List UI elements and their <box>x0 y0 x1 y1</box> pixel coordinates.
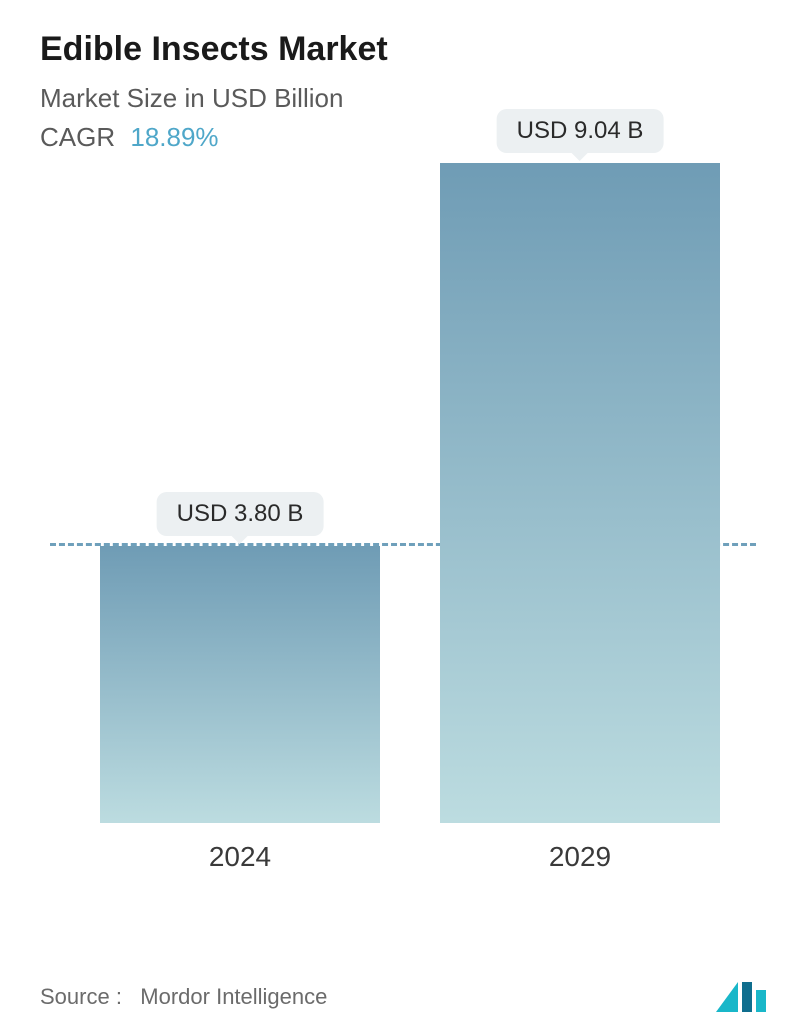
x-label-2024: 2024 <box>100 841 380 873</box>
logo-bar2-icon <box>756 990 766 1012</box>
x-axis-labels: 2024 2029 <box>50 833 756 883</box>
logo-bar1-icon <box>742 982 752 1012</box>
x-label-2029: 2029 <box>440 841 720 873</box>
chart-title: Edible Insects Market <box>40 30 766 69</box>
footer: Source : Mordor Intelligence <box>40 982 766 1012</box>
value-bubble-2024: USD 3.80 B <box>157 492 324 536</box>
bar-2029: USD 9.04 B <box>440 163 720 823</box>
plot-region: USD 3.80 B USD 9.04 B <box>50 163 756 823</box>
logo-triangle-icon <box>716 982 738 1012</box>
cagr-value: 18.89% <box>130 122 218 152</box>
source-text: Source : Mordor Intelligence <box>40 984 327 1010</box>
value-bubble-2029: USD 9.04 B <box>497 109 664 153</box>
cagr-label: CAGR <box>40 122 115 152</box>
source-name: Mordor Intelligence <box>140 984 327 1009</box>
mordor-logo-icon <box>716 982 766 1012</box>
bar-2024: USD 3.80 B <box>100 546 380 823</box>
chart-area: USD 3.80 B USD 9.04 B 2024 2029 <box>40 163 766 883</box>
source-label: Source : <box>40 984 122 1009</box>
